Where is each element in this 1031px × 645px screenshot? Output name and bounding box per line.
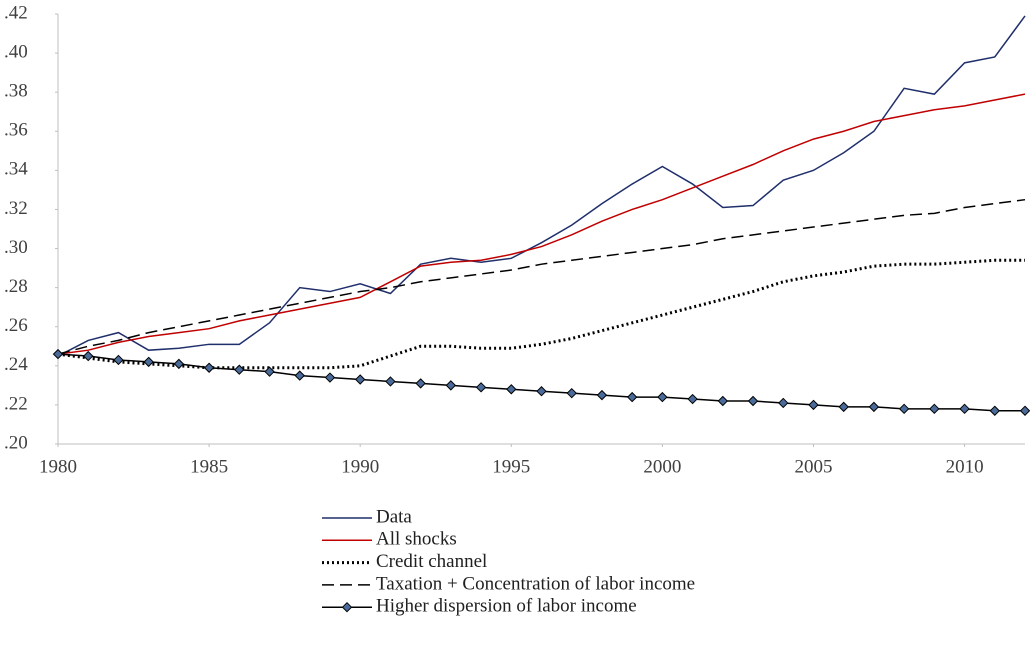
marker [929,403,940,415]
y-tick-label: .30 [4,237,28,258]
marker [566,387,577,399]
x-tick-label: 2005 [794,456,832,477]
marker [264,366,275,377]
series-line [57,93,1026,355]
y-tick-label: .32 [4,198,28,219]
y-tick-label: .38 [4,81,28,102]
marker [113,354,124,366]
marker [717,395,729,407]
marker [596,389,608,401]
marker [294,370,305,381]
marker [415,378,426,389]
legend-label: Credit channel [376,551,487,572]
y-tick-label: .28 [4,276,28,297]
x-tick-label: 1995 [492,456,530,477]
marker [959,403,970,415]
marker [324,372,336,383]
marker [838,401,849,413]
marker [626,391,638,403]
y-tick-label: .40 [4,41,28,62]
marker [143,356,154,368]
legend-marker [341,601,353,613]
marker [52,348,64,360]
x-tick-label: 2000 [643,456,681,477]
marker [1019,405,1031,416]
marker [354,374,366,385]
marker [989,405,1000,416]
marker [657,391,668,403]
marker [234,364,245,375]
y-tick-label: .42 [4,2,28,23]
legend-label: Higher dispersion of labor income [376,596,637,617]
y-tick-label: .36 [4,120,28,141]
marker [898,403,910,415]
legend-label: All shocks [376,529,457,550]
marker [475,382,487,393]
series-line [57,15,1026,357]
marker [808,399,819,411]
marker [778,397,789,409]
x-tick-label: 2010 [946,456,984,477]
y-tick-label: .26 [4,315,28,336]
marker [506,384,517,395]
marker [747,395,759,407]
marker [385,376,396,387]
series-line [57,353,1025,412]
x-tick-label: 1985 [190,456,228,477]
marker [173,358,185,370]
y-tick-label: .22 [4,393,28,414]
marker [868,401,880,413]
marker [687,393,698,405]
y-tick-label: .34 [4,159,28,180]
y-tick-label: .20 [4,432,28,453]
marker [83,350,94,362]
legend-label: Taxation + Concentration of labor income [376,573,695,594]
marker [445,380,457,391]
series-line [57,258,1025,370]
y-tick-label: .24 [4,354,28,375]
marker [536,386,547,397]
x-tick-label: 1990 [341,456,379,477]
marker [203,362,215,373]
series-line [57,198,1026,355]
x-tick-label: 1980 [39,456,77,477]
legend-label: Data [376,506,412,527]
